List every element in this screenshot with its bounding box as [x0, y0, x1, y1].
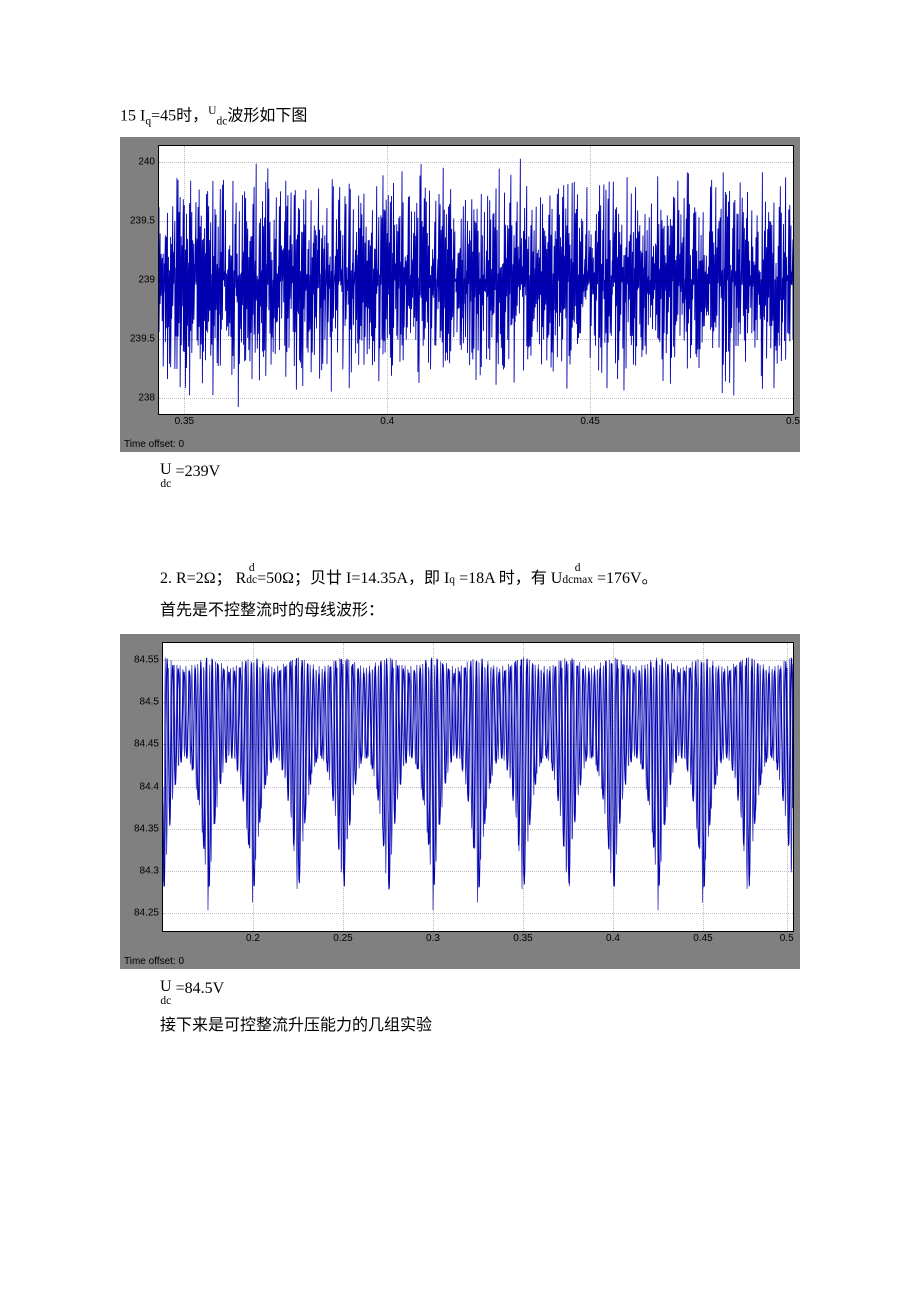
chart-1: 240 239.5 239 239.5 238 0.35 0.4 0.45 0.5 Time o… [120, 137, 800, 452]
x-tick-label: 0.25 [333, 931, 352, 944]
intro-line-1: 15 Iq=45时，Udc波形如下图 [120, 102, 800, 131]
y-tick-label: 238 [138, 392, 159, 403]
y-tick-label: 84.25 [134, 908, 163, 919]
x-tick-label: 0.35 [175, 414, 194, 427]
y-tick-label: 239.5 [130, 215, 159, 226]
x-tick-label: 0.5 [786, 414, 800, 427]
chart-1-time-offset: Time offset: 0 [120, 437, 800, 452]
x-tick-label: 0.35 [513, 931, 532, 944]
caption-udc-1: Udc =239V [160, 462, 800, 491]
x-tick-label: 0.4 [380, 414, 394, 427]
section-2-params: 2. R=2Ω； Rddc=50Ω；贝廿 I=14.35A，即 I q =18A… [160, 558, 800, 592]
y-tick-label: 239.5 [130, 333, 159, 344]
caption-udc-2: Udc =84.5V [160, 979, 800, 1008]
x-tick-label: 0.5 [780, 931, 794, 944]
x-tick-label: 0.2 [246, 931, 260, 944]
next-experiments: 接下来是可控整流升压能力的几组实验 [160, 1013, 800, 1039]
section-2-desc: 首先是不控整流时的母线波形： [160, 598, 800, 624]
chart-2-time-offset: Time offset: 0 [120, 954, 800, 969]
y-tick-label: 84.3 [140, 866, 163, 877]
chart-2: 84.55 84.5 84.45 84.4 84.35 84.3 84.25 0.2 0.25 0… [120, 634, 800, 969]
x-tick-label: 0.45 [693, 931, 712, 944]
y-tick-label: 84.35 [134, 823, 163, 834]
y-tick-label: 84.5 [140, 697, 163, 708]
x-tick-label: 0.4 [606, 931, 620, 944]
y-tick-label: 240 [138, 157, 159, 168]
y-tick-label: 84.4 [140, 781, 163, 792]
y-tick-label: 84.45 [134, 739, 163, 750]
x-tick-label: 0.3 [426, 931, 440, 944]
y-tick-label: 239 [138, 274, 159, 285]
x-tick-label: 0.45 [580, 414, 599, 427]
y-tick-label: 84.55 [134, 654, 163, 665]
